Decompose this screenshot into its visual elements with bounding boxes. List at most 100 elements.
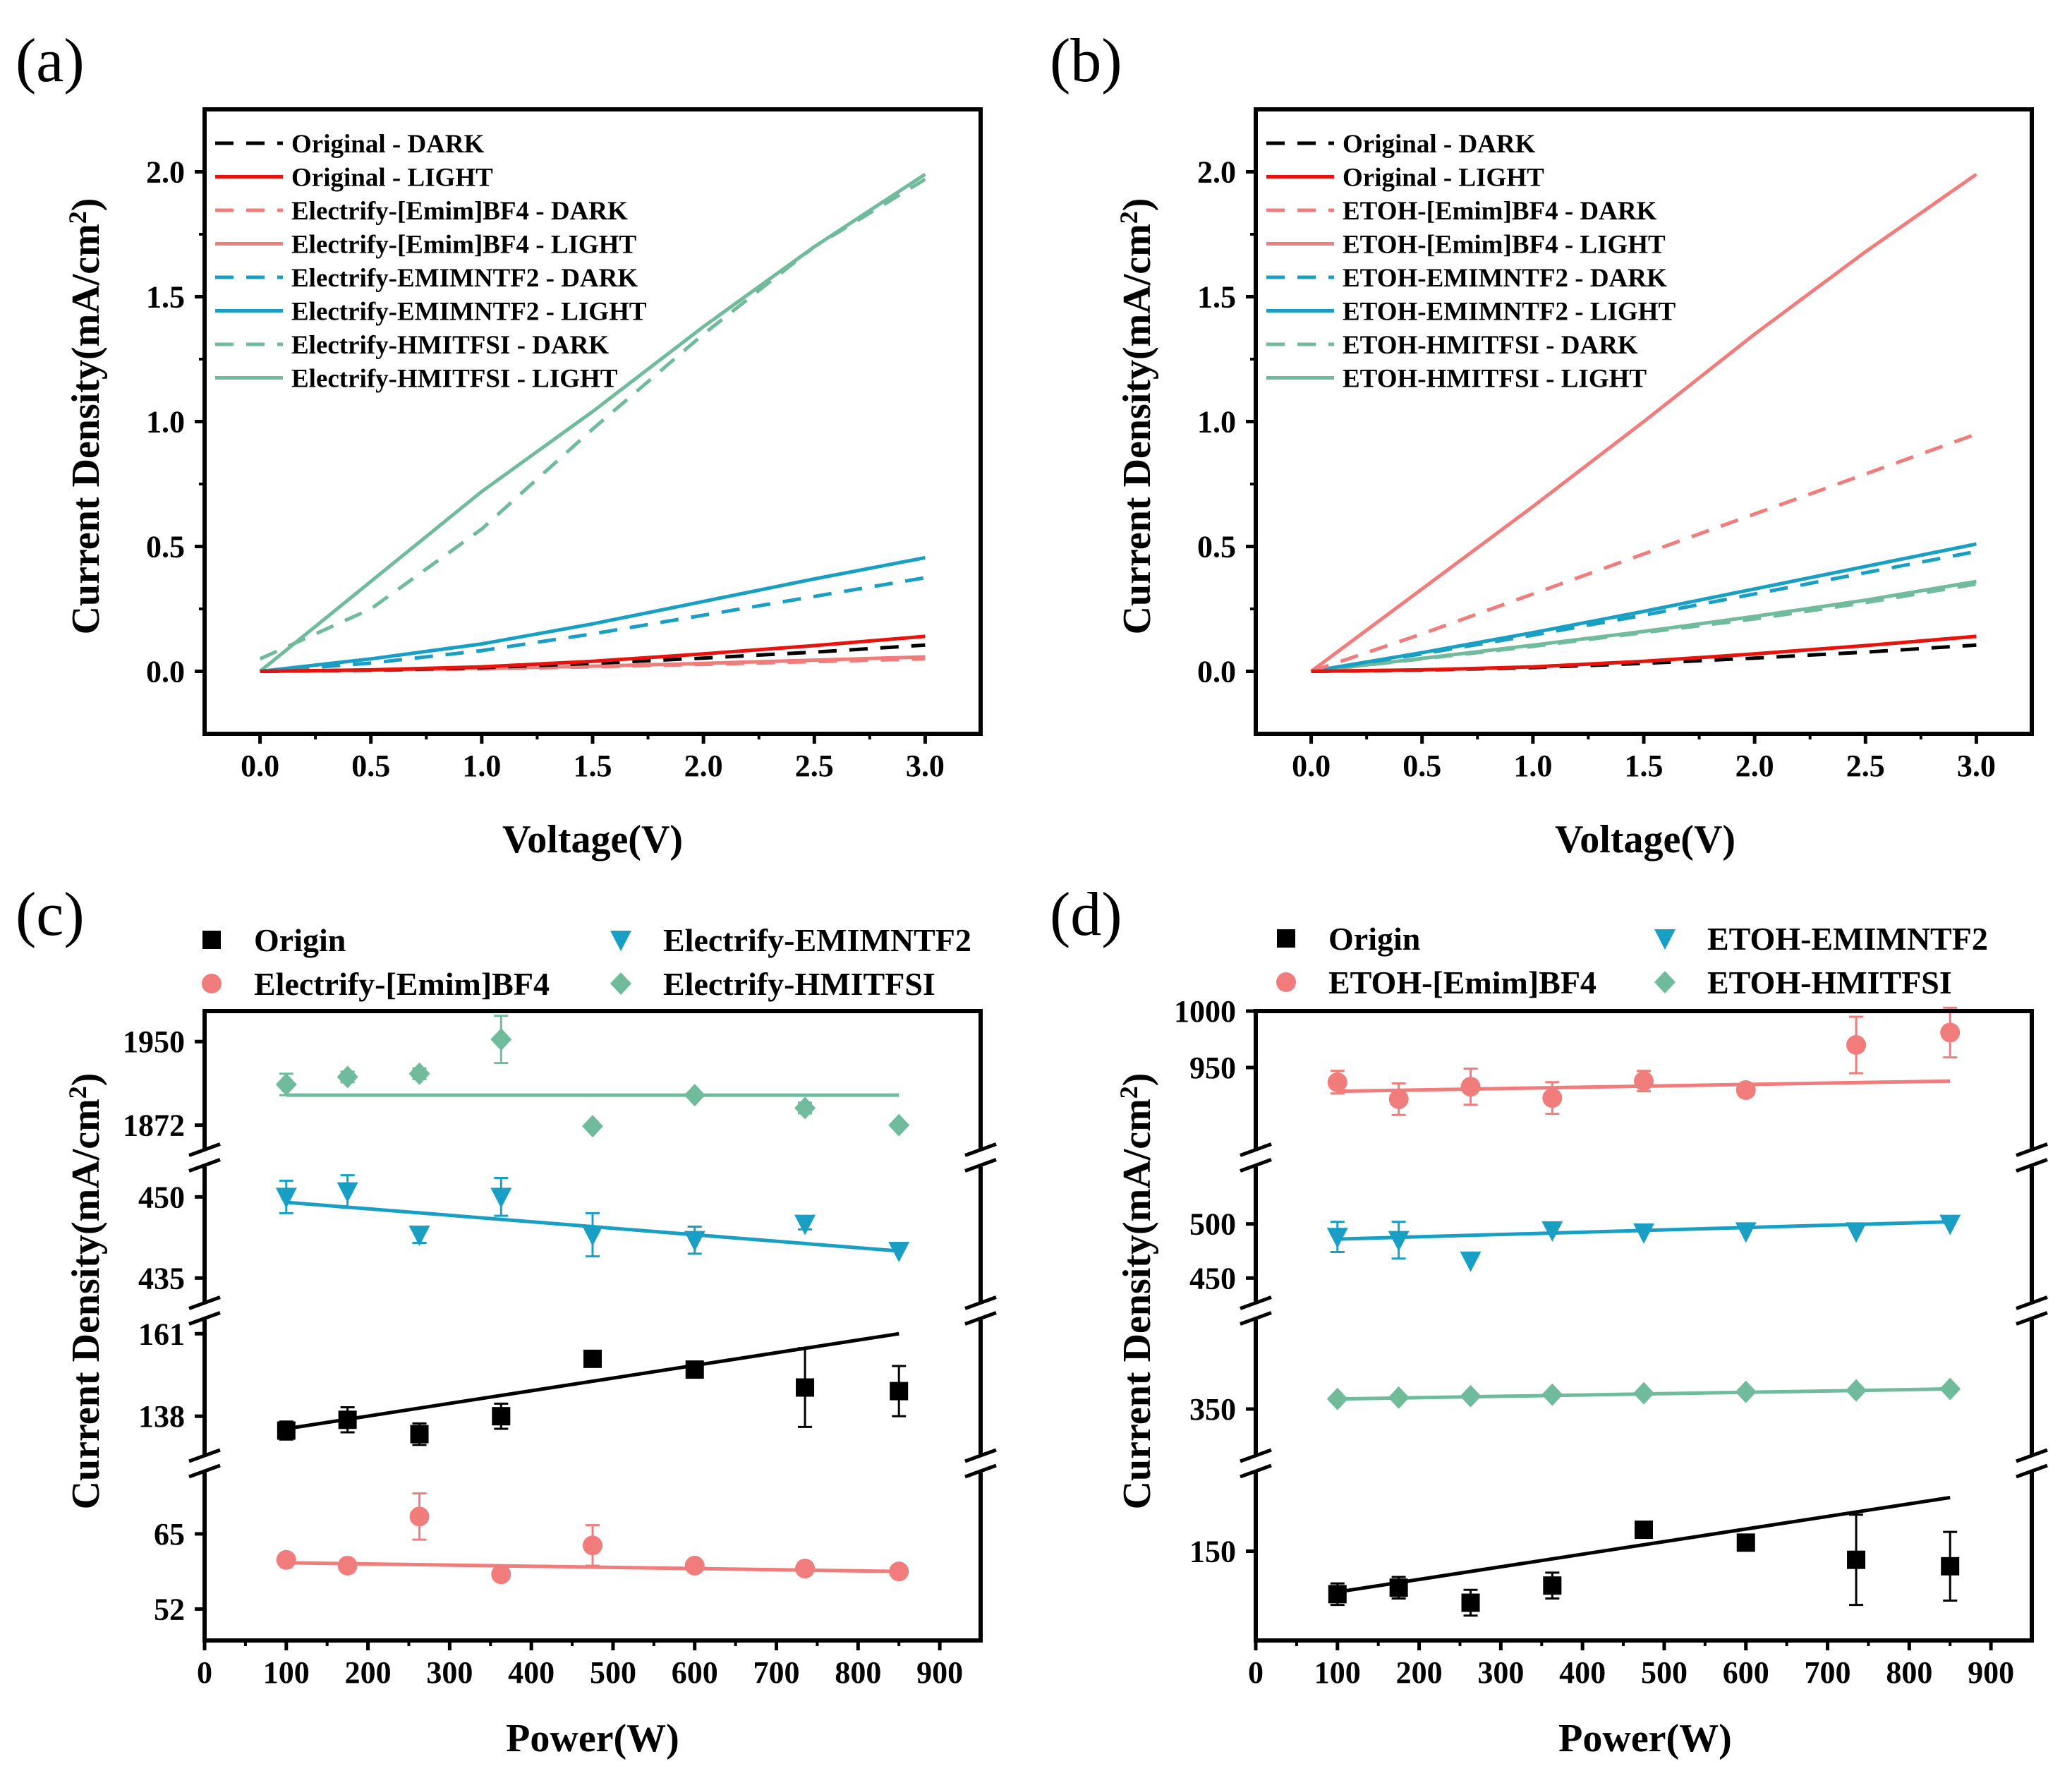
data-point-d-3-6 bbox=[1846, 1379, 1867, 1402]
data-point-d-2-2 bbox=[1460, 1251, 1482, 1272]
legend-label-a-1: Original - LIGHT bbox=[291, 164, 493, 193]
x-tick-label-d-0: 0 bbox=[1248, 1655, 1264, 1690]
y-tick-label-d-1-0: 450 bbox=[1189, 1261, 1236, 1295]
data-point-d-3-5 bbox=[1735, 1380, 1757, 1403]
y-axis-label-b: Current Density(mA/cm2) bbox=[1115, 198, 1159, 635]
y-tick-label-d-0-1: 1000 bbox=[1174, 994, 1236, 1029]
x-tick-label-d-3: 300 bbox=[1477, 1655, 1524, 1690]
x-tick-label-a-0: 0.0 bbox=[241, 749, 279, 783]
axis-break-mark-top-c-0-0 bbox=[188, 1142, 221, 1157]
data-point-c-3-3 bbox=[490, 1028, 512, 1051]
legend-label-b-6: ETOH-HMITFSI - DARK bbox=[1343, 331, 1638, 360]
axis-break-mark-top-d-2-1 bbox=[2016, 1448, 2048, 1463]
x-tick-label-c-8: 800 bbox=[835, 1655, 881, 1690]
data-point-d-0-4 bbox=[1635, 1521, 1653, 1540]
y-tick-label-c-1-0: 435 bbox=[138, 1261, 185, 1295]
y-axis-label-d-close: ) bbox=[1115, 1073, 1159, 1087]
series-line-b-1 bbox=[1311, 634, 1977, 673]
x-tick-label-c-7: 700 bbox=[753, 1655, 800, 1690]
data-point-c-0-4 bbox=[583, 1349, 602, 1368]
x-tick-label-d-1: 100 bbox=[1314, 1655, 1361, 1690]
axis-break-mark-bottom-d-1-1 bbox=[2016, 1311, 2048, 1326]
y-axis-label-a-sup: 2 bbox=[63, 211, 92, 224]
x-tick-label-d-8: 800 bbox=[1886, 1655, 1932, 1690]
y-axis-label-d: Current Density(mA/cm2) bbox=[1115, 1073, 1159, 1510]
data-point-d-2-0 bbox=[1326, 1228, 1348, 1249]
data-point-d-0-3 bbox=[1543, 1576, 1562, 1595]
data-point-c-3-4 bbox=[582, 1115, 603, 1138]
y-tick-label-c-3-1: 65 bbox=[154, 1517, 185, 1552]
series-line-b-2 bbox=[1310, 432, 1977, 673]
plot-a: 0.0 0.5 1.0 1.5 2.0 2.5 3.0 0.0 0.5 1.0 1.5 2.0 Orig… bbox=[146, 107, 983, 783]
data-point-d-1-6 bbox=[1846, 1035, 1867, 1055]
x-tick-label-a-4: 2.0 bbox=[684, 749, 723, 783]
x-tick-label-d-9: 900 bbox=[1968, 1655, 2014, 1690]
y-axis-label-d-main: Current Density(mA/cm bbox=[1115, 1099, 1159, 1509]
data-point-d-2-6 bbox=[1846, 1222, 1867, 1243]
y-tick-label-d-1-1: 500 bbox=[1189, 1207, 1236, 1242]
data-point-d-1-1 bbox=[1388, 1089, 1409, 1109]
series-line-b-5 bbox=[1311, 542, 1977, 673]
plot-b: 0.0 0.5 1.0 1.5 2.0 2.5 3.0 0.0 0.5 1.0 1.5 2.0 Orig… bbox=[1197, 107, 2034, 783]
legend-label-b-5: ETOH-EMIMNTF2 - LIGHT bbox=[1343, 298, 1676, 327]
axis-break-mark-bottom-d-1-0 bbox=[1240, 1311, 1272, 1326]
series-line-a-1 bbox=[260, 634, 926, 673]
data-point-c-1-4 bbox=[583, 1535, 602, 1556]
x-tick-label-c-5: 500 bbox=[590, 1655, 636, 1690]
axis-break-mark-bottom-c-2-1 bbox=[964, 1463, 997, 1479]
y-tick-label-c-3-0: 52 bbox=[154, 1592, 185, 1626]
axis-break-mark-bottom-c-0-0 bbox=[188, 1158, 221, 1173]
panel-label-a: (a) bbox=[16, 27, 85, 95]
axis-break-mark-top-d-1-1 bbox=[2016, 1295, 2048, 1310]
x-tick-label-b-6: 3.0 bbox=[1957, 749, 1996, 783]
y-tick-label-d-0-0: 950 bbox=[1189, 1051, 1236, 1085]
data-point-d-0-5 bbox=[1736, 1533, 1755, 1552]
axis-break-mark-top-c-2-1 bbox=[964, 1448, 997, 1463]
plot-frame-a bbox=[202, 107, 983, 736]
y-axis-label-a-main: Current Density(mA/cm bbox=[64, 224, 108, 634]
data-point-c-3-0 bbox=[275, 1072, 297, 1096]
legend-label-b-4: ETOH-EMIMNTF2 - DARK bbox=[1343, 264, 1667, 293]
data-point-d-1-7 bbox=[1940, 1022, 1961, 1043]
x-tick-label-b-1: 0.5 bbox=[1402, 749, 1441, 783]
x-tick-label-d-4: 400 bbox=[1559, 1655, 1606, 1690]
x-tick-label-a-3: 1.5 bbox=[574, 749, 612, 783]
legend-label-b-3: ETOH-[Emim]BF4 - LIGHT bbox=[1343, 231, 1666, 260]
x-axis-label-a: Voltage(V) bbox=[502, 818, 683, 862]
legend-marker-c-3 bbox=[610, 972, 631, 995]
plot-frame-c bbox=[202, 1009, 983, 1643]
data-point-d-2-4 bbox=[1633, 1223, 1654, 1244]
panel-label-d: (d) bbox=[1050, 881, 1122, 949]
y-axis-label-a: Current Density(mA/cm2) bbox=[63, 198, 108, 635]
x-tick-label-c-1: 100 bbox=[263, 1655, 310, 1690]
data-point-d-2-3 bbox=[1541, 1221, 1563, 1242]
legend-label-a-6: Electrify-HMITFSI - DARK bbox=[291, 331, 609, 360]
x-axis-label-d: Power(W) bbox=[1558, 1717, 1732, 1760]
data-point-c-0-5 bbox=[685, 1360, 704, 1379]
data-point-c-2-4 bbox=[582, 1226, 603, 1246]
data-point-d-3-7 bbox=[1939, 1377, 1961, 1401]
x-tick-label-d-6: 600 bbox=[1723, 1655, 1769, 1690]
data-point-c-1-3 bbox=[491, 1564, 511, 1585]
data-point-d-0-6 bbox=[1847, 1550, 1866, 1569]
panel-label-c: (c) bbox=[16, 881, 85, 949]
legend-marker-d-3 bbox=[1654, 971, 1676, 993]
x-tick-label-d-5: 500 bbox=[1641, 1655, 1688, 1690]
data-point-d-0-0 bbox=[1328, 1585, 1347, 1604]
axis-break-mark-top-d-2-0 bbox=[1240, 1448, 1272, 1463]
x-tick-label-a-5: 2.5 bbox=[795, 749, 834, 783]
legend-label-a-7: Electrify-HMITFSI - LIGHT bbox=[291, 365, 618, 394]
legend-marker-d-1 bbox=[1276, 972, 1296, 992]
panel-label-b: (b) bbox=[1050, 27, 1122, 95]
data-point-c-1-6 bbox=[795, 1559, 816, 1579]
legend-label-d-3: ETOH-HMITFSI bbox=[1707, 965, 1952, 1001]
y-tick-label-a-4: 2.0 bbox=[146, 155, 185, 190]
y-tick-label-c-2-0: 138 bbox=[138, 1399, 185, 1434]
axis-break-mark-top-d-0-1 bbox=[2016, 1142, 2048, 1157]
x-tick-label-b-2: 1.0 bbox=[1513, 749, 1552, 783]
data-point-d-3-2 bbox=[1460, 1384, 1482, 1408]
x-tick-label-c-9: 900 bbox=[916, 1655, 963, 1690]
legend-marker-c-1 bbox=[202, 974, 222, 993]
data-point-c-3-1 bbox=[337, 1065, 358, 1089]
